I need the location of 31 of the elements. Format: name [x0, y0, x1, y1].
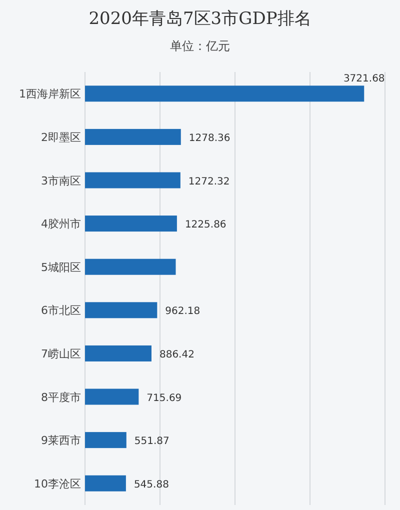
bar [85, 128, 181, 145]
y-tick-label: 5城阳区 [41, 260, 81, 274]
y-tick-label: 3市南区 [41, 174, 81, 188]
y-tick-label: 7崂山区 [41, 347, 81, 360]
y-tick-label: 1西海岸新区 [19, 88, 81, 101]
data-label: 962.18 [165, 306, 200, 318]
bar [85, 216, 177, 232]
y-tick-label: 2即墨区 [41, 130, 81, 144]
y-tick-label: 6市北区 [41, 304, 81, 318]
bar [85, 86, 364, 102]
bar [85, 258, 176, 275]
y-tick-label: 4胶州市 [41, 218, 81, 231]
y-tick-label: 10李沧区 [34, 477, 81, 490]
data-label: 1272.32 [188, 176, 230, 188]
data-label: 886.42 [159, 349, 194, 360]
bar [85, 475, 126, 492]
y-tick-label: 8平度市 [41, 390, 81, 404]
bar [85, 302, 158, 318]
chart-title: 2020年青岛7区3市GDP排名 [88, 9, 312, 29]
y-tick-label: 9莱西市 [41, 434, 81, 448]
data-label: 715.69 [146, 392, 182, 404]
bar [85, 172, 180, 188]
bar [85, 345, 152, 362]
data-label: 545.88 [134, 479, 169, 490]
data-label: 1225.86 [184, 220, 226, 231]
data-label: 551.87 [134, 436, 170, 448]
data-label: 3721.68 [343, 74, 385, 85]
chart-subtitle: 单位：亿元 [170, 39, 230, 53]
bar [85, 432, 126, 448]
bar [85, 388, 139, 405]
data-label: 1278.36 [188, 132, 230, 144]
